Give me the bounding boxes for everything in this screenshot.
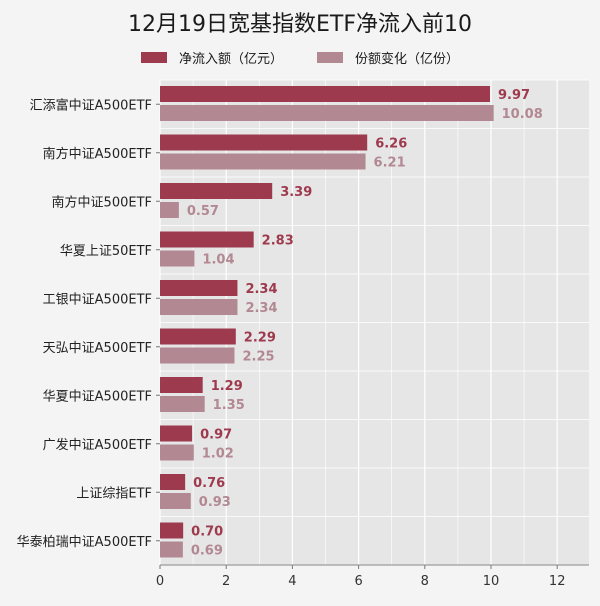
data-label-net-inflow: 2.34: [245, 282, 277, 297]
category-label: 广发中证A500ETF: [43, 437, 152, 453]
data-label-share-change: 0.93: [199, 495, 231, 510]
data-label-net-inflow: 1.29: [211, 379, 243, 394]
data-label-share-change: 0.57: [187, 204, 219, 219]
bar-net-inflow: [160, 280, 238, 296]
category-label: 天弘中证A500ETF: [43, 341, 152, 356]
bar-share-change: [160, 444, 194, 461]
legend-item-net-inflow: 净流入额（亿元）: [140, 48, 283, 67]
x-tick-label: 6: [354, 574, 362, 589]
legend-label-share-change: 份额变化（亿份）: [355, 52, 460, 67]
data-label-net-inflow: 0.97: [200, 428, 232, 443]
data-label-share-change: 2.25: [242, 350, 274, 365]
data-label-net-inflow: 6.26: [375, 137, 407, 152]
x-tick-label: 0: [156, 574, 164, 589]
data-label-share-change: 1.35: [213, 398, 245, 413]
category-label: 上证综指ETF: [76, 486, 152, 501]
category-label: 华夏上证50ETF: [60, 244, 152, 259]
bar-share-change: [160, 105, 494, 121]
bar-share-change: [160, 153, 366, 170]
data-label-share-change: 6.21: [374, 156, 406, 171]
category-label: 华夏中证A500ETF: [43, 389, 152, 404]
bar-share-change: [160, 541, 183, 558]
bar-share-change: [160, 250, 195, 267]
bar-share-change: [160, 299, 238, 315]
data-label-share-change: 10.08: [502, 107, 543, 122]
data-label-net-inflow: 3.39: [280, 185, 312, 200]
data-label-net-inflow: 9.97: [498, 88, 530, 103]
data-label-net-inflow: 0.70: [191, 525, 223, 540]
data-label-share-change: 1.04: [202, 253, 234, 268]
legend: 净流入额（亿元） 份额变化（亿份）: [0, 48, 600, 67]
legend-label-net-inflow: 净流入额（亿元）: [178, 52, 283, 67]
bar-net-inflow: [160, 134, 368, 151]
legend-swatch-share-change: [317, 52, 343, 63]
category-label: 南方中证500ETF: [52, 194, 152, 210]
bar-net-inflow: [160, 522, 184, 539]
x-tick-label: 10: [483, 574, 500, 589]
data-label-share-change: 0.69: [191, 544, 223, 559]
bar-net-inflow: [160, 474, 186, 490]
bar-net-inflow: [160, 183, 273, 199]
legend-item-share-change: 份额变化（亿份）: [317, 48, 459, 67]
x-tick-label: 8: [421, 574, 429, 589]
category-label: 汇添富中证A500ETF: [30, 97, 152, 113]
x-tick-label: 2: [222, 574, 230, 589]
bar-share-change: [160, 202, 179, 218]
bar-net-inflow: [160, 328, 236, 345]
category-label: 南方中证A500ETF: [43, 146, 152, 162]
bar-net-inflow: [160, 86, 491, 102]
data-label-net-inflow: 2.83: [262, 234, 294, 249]
bar-share-change: [160, 493, 191, 509]
bar-net-inflow: [160, 377, 203, 393]
data-label-net-inflow: 2.29: [244, 331, 276, 346]
bar-share-change: [160, 396, 205, 412]
x-tick-label: 12: [549, 574, 566, 589]
data-label-net-inflow: 0.76: [193, 476, 225, 491]
legend-swatch-net-inflow: [140, 52, 167, 63]
category-label: 华泰柏瑞中证A500ETF: [17, 535, 152, 550]
bar-net-inflow: [160, 425, 193, 442]
data-label-share-change: 1.02: [202, 447, 234, 462]
chart-title: 12月19日宽基指数ETF净流入前10: [128, 12, 472, 37]
bar-net-inflow: [160, 231, 254, 248]
bar-share-change: [160, 347, 235, 364]
x-tick-label: 4: [288, 574, 296, 589]
data-label-share-change: 2.34: [245, 301, 277, 316]
category-label: 工银中证A500ETF: [43, 292, 152, 307]
